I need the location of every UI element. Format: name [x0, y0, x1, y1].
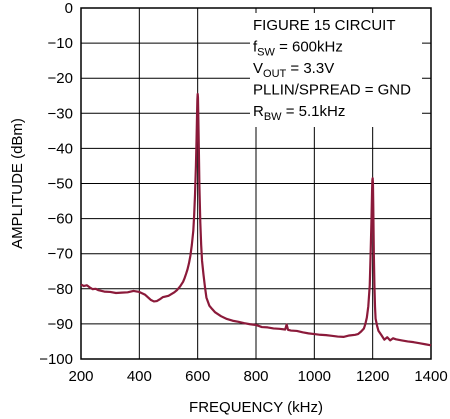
x-axis-label: FREQUENCY (kHz) — [189, 399, 323, 416]
x-tick-label: 1400 — [414, 368, 447, 385]
annotation-output-voltage: VOUT = 3.3V — [253, 60, 334, 80]
x-tick-label: 200 — [68, 368, 93, 385]
annotation-circuit: FIGURE 15 CIRCUIT — [253, 17, 396, 34]
y-tick-label: −50 — [48, 176, 73, 193]
plot-frame — [80, 7, 432, 360]
annotation-switching-frequency: fSW = 600kHz — [253, 39, 343, 59]
annotation-resolution-bandwidth: RBW = 5.1kHz — [253, 103, 345, 123]
spectrum-line — [80, 92, 432, 347]
annotation-background — [250, 13, 422, 127]
y-tick-label: −60 — [48, 211, 73, 228]
y-tick-label: −90 — [48, 316, 73, 333]
x-tick-label: 1000 — [298, 368, 331, 385]
y-tick-label: −40 — [48, 140, 73, 157]
annotation-pllin-spread: PLLIN/SPREAD = GND — [253, 82, 411, 99]
y-tick-label: −100 — [39, 351, 73, 368]
y-tick-label: −10 — [48, 35, 73, 52]
y-tick-label: −70 — [48, 246, 73, 263]
y-tick-label: −20 — [48, 70, 73, 87]
y-axis-label: AMPLITUDE (dBm) — [9, 118, 26, 249]
y-tick-label: −30 — [48, 105, 73, 122]
y-tick-labels: 0 −10 −20 −30 −40 −50 −60 −70 −80 −90 −100 — [39, 0, 73, 368]
x-tick-labels: 200 400 600 800 1000 1200 1400 — [68, 368, 447, 385]
x-tick-label: 1200 — [356, 368, 389, 385]
x-tick-label: 800 — [243, 368, 268, 385]
y-tick-label: −80 — [48, 281, 73, 298]
x-tick-label: 600 — [185, 368, 210, 385]
y-tick-label: 0 — [65, 0, 73, 17]
x-tick-label: 400 — [127, 368, 152, 385]
